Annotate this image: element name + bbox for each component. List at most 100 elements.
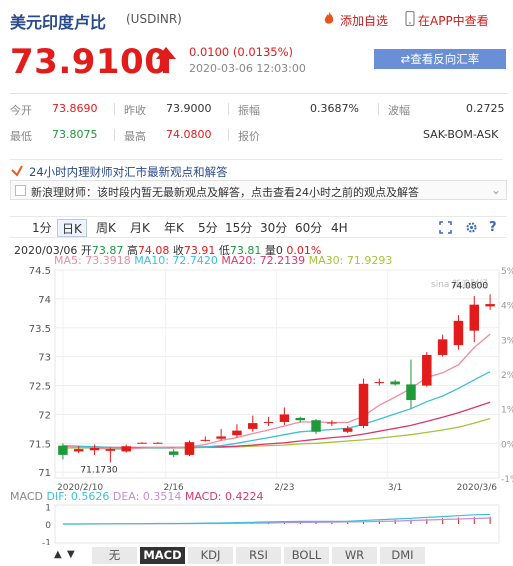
open-label: 今开	[10, 104, 32, 117]
wave-value: 0.2725	[466, 102, 505, 115]
candle-body	[58, 445, 68, 455]
candle-body	[89, 447, 100, 451]
macd-chart[interactable]: 1 0 -1	[0, 503, 513, 545]
tab-5min[interactable]: 5分	[198, 221, 218, 235]
open-in-app-link[interactable]: 在APP中查看	[418, 14, 489, 28]
pct-tick-label: 0%	[501, 440, 513, 450]
y-tick-label: 72	[38, 410, 51, 421]
divider	[114, 129, 115, 141]
info-close: 73.91	[183, 244, 216, 257]
candlestick-chart[interactable]: 74.5 74 73.5 73 72.5 72 71.5 71 5% 4% 3% 2% 1% 0% -1% s…	[0, 262, 513, 494]
ma10-value: MA10: 72.7420	[134, 254, 218, 267]
dea-line	[62, 517, 491, 525]
ma-legend: MA5: 73.3918 MA10: 72.7420 MA20: 72.2139…	[54, 254, 392, 267]
macd-legend: MACD DIF: 0.5626 DEA: 0.3514 MACD: 0.422…	[10, 490, 264, 503]
reverse-rate-button[interactable]: ⇄查看反向汇率	[374, 49, 506, 69]
candle-body	[422, 354, 432, 386]
tab-15min[interactable]: 15分	[225, 221, 253, 235]
candle-body	[469, 304, 480, 331]
candle-body	[137, 442, 147, 444]
ma5-line	[62, 333, 491, 450]
candle-body	[153, 442, 163, 444]
candle-body	[311, 420, 321, 432]
help-icon[interactable]: ?	[489, 220, 497, 235]
divider	[228, 103, 229, 115]
pct-tick-label: 5%	[501, 267, 513, 277]
tab-1min[interactable]: 1分	[32, 221, 52, 235]
high-label: 最高	[124, 130, 146, 143]
news-message-box[interactable]: 新浪理财师：该时段内暂无最新观点及解答，点击查看24小时之前的观点及解答 ⌄	[10, 180, 507, 200]
divider	[228, 129, 229, 141]
candle-body	[358, 383, 369, 426]
info-date: 2020/03/06	[14, 244, 78, 257]
tab-yearly[interactable]: 年K	[164, 221, 184, 235]
x-tick-label: 2020/2/10	[57, 483, 103, 493]
info-open: 73.87	[91, 244, 124, 257]
news-header[interactable]: 24小时内理财师对汇市最新观点和解答	[10, 159, 503, 179]
tab-none[interactable]: 无	[92, 547, 138, 564]
macd-frame	[54, 504, 500, 544]
macd-label: MACD	[10, 490, 43, 503]
candle-body	[200, 439, 211, 441]
tab-boll[interactable]: BOLL	[284, 547, 330, 564]
pct-tick-label: 3%	[501, 336, 513, 346]
candle-body	[73, 449, 84, 452]
tab-daily[interactable]: 日K	[57, 219, 87, 237]
y-tick-label: 71	[38, 468, 51, 479]
page-title: 美元印度卢比	[10, 13, 107, 32]
candle-body	[232, 430, 242, 436]
watermark: sina 新浪财经	[431, 278, 488, 290]
info-low: 73.81	[229, 244, 262, 257]
candle-body	[295, 417, 305, 421]
candle-body	[374, 382, 385, 384]
tab-weekly[interactable]: 周K	[96, 221, 116, 235]
price-change: 0.0100 (0.0135%)	[189, 45, 294, 59]
tab-macd[interactable]: MACD	[140, 547, 186, 564]
info-close-label: 收	[172, 244, 184, 257]
open-value: 73.8690	[52, 102, 98, 115]
high-value: 74.0800	[166, 128, 212, 141]
add-favorite-link[interactable]: 添加自选	[340, 14, 389, 28]
tab-wr[interactable]: WR	[332, 547, 378, 564]
info-pct: 0.01%	[286, 244, 322, 257]
info-vol: 0	[275, 244, 283, 257]
y-tick-label: 73	[38, 353, 51, 364]
tab-60min[interactable]: 60分	[295, 221, 323, 235]
quote-source-label: 报价	[238, 130, 260, 143]
scroll-down-icon[interactable]: ▼	[67, 549, 75, 560]
pct-tick-label: 4%	[501, 302, 513, 312]
up-arrow-icon	[155, 46, 177, 77]
tab-4h[interactable]: 4H	[331, 221, 348, 235]
dea-value: DEA: 0.3514	[112, 490, 182, 503]
news-header-text: 24小时内理财师对汇市最新观点和解答	[29, 165, 228, 179]
scroll-left-icon[interactable]: ▲	[54, 549, 62, 560]
macd-value: MACD: 0.4224	[184, 490, 264, 503]
x-tick-label: 2020/3/6	[457, 483, 498, 493]
period-tabs: 1分 日K 周K 月K 年K 5分 15分 30分 60分 4H ?	[10, 216, 507, 238]
candle-body	[248, 423, 258, 429]
macd-y-tick-label: 0	[45, 521, 51, 531]
tab-monthly[interactable]: 月K	[130, 221, 150, 235]
ma5-value: MA5: 73.3918	[54, 254, 131, 267]
dif-line	[62, 513, 491, 525]
pct-tick-label: 2%	[501, 371, 513, 381]
tab-dmi[interactable]: DMI	[380, 547, 426, 564]
fullscreen-icon[interactable]	[439, 221, 452, 237]
info-vol-label: 量	[264, 244, 276, 257]
tab-kdj[interactable]: KDJ	[188, 547, 234, 564]
candle-body	[390, 381, 400, 385]
candle-body	[263, 421, 274, 423]
chevron-down-icon[interactable]: ⌄	[491, 183, 502, 197]
tab-30min[interactable]: 30分	[260, 221, 288, 235]
macd-y-tick-label: -1	[42, 538, 51, 545]
candle-body	[453, 320, 464, 346]
candle-body	[121, 446, 131, 452]
info-high-label: 高	[126, 244, 138, 257]
amplitude-label: 振幅	[238, 104, 260, 117]
wave-label: 波幅	[388, 104, 410, 117]
max-price-label: 74.0800	[451, 281, 488, 291]
macd-y-tick-label: 1	[45, 504, 51, 514]
news-message: 新浪理财师：该时段内暂无最新观点及解答，点击查看24小时之前的观点及解答	[31, 186, 419, 199]
settings-icon[interactable]	[465, 221, 478, 237]
tab-rsi[interactable]: RSI	[236, 547, 282, 564]
